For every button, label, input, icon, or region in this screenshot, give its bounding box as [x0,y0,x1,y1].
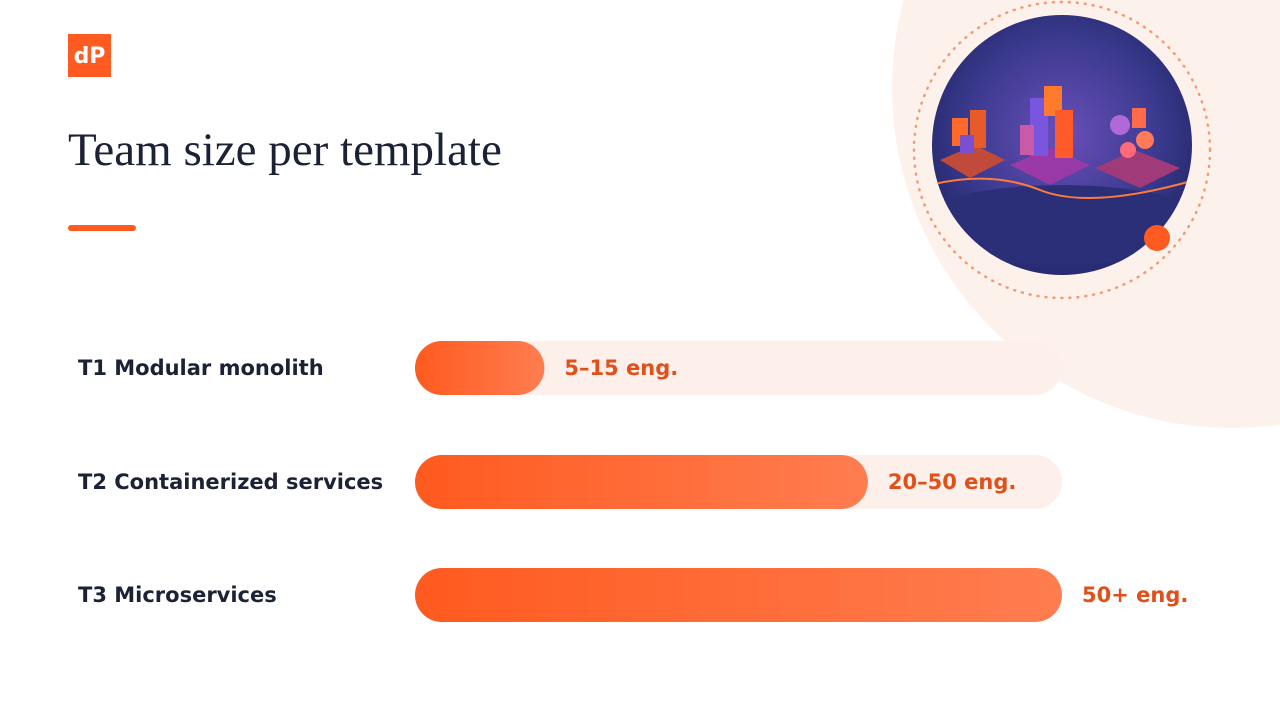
logo-box [68,34,111,77]
hero-image [932,15,1192,275]
logo: dP [74,44,106,69]
value-label: 5–15 eng. [564,356,678,380]
bar-track [415,341,1062,395]
title-underline [68,225,136,231]
plot: T1 Modular monolith 5–15 eng. T2 Container… [78,341,1188,622]
bar [415,455,868,509]
chart-title: Team size per template [68,124,502,176]
category-label: T3 Microservices [78,583,277,607]
bar [415,341,545,395]
accent-dot [1144,225,1170,251]
category-label: T2 Containerized services [78,470,383,494]
bar [415,568,1062,622]
category-label: T1 Modular monolith [78,356,324,380]
dotted-ring [912,0,1212,300]
value-label: 50+ eng. [1082,583,1188,607]
value-label: 20–50 eng. [888,470,1016,494]
